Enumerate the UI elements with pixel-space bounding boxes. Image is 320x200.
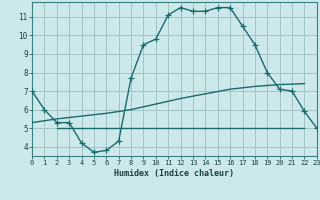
X-axis label: Humidex (Indice chaleur): Humidex (Indice chaleur) [115, 169, 234, 178]
